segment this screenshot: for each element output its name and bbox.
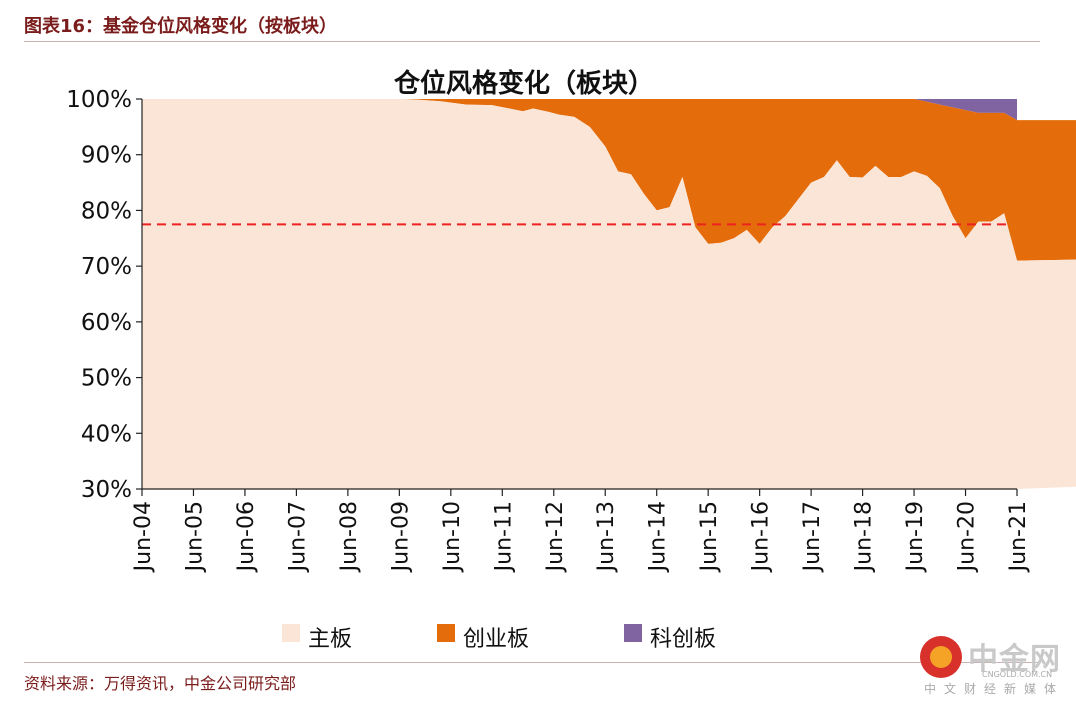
legend-label: 科创板: [650, 627, 716, 652]
legend-label: 主板: [308, 627, 352, 652]
x-tick-label: Jun-07: [285, 501, 310, 573]
y-tick-label: 80%: [81, 198, 132, 224]
y-tick-label: 70%: [81, 254, 132, 280]
y-tick-label: 90%: [81, 143, 132, 169]
series-area-chuangyeban: [142, 99, 1076, 261]
series-area-kechuangban: [142, 99, 1017, 121]
chart-title: 仓位风格变化（板块）: [393, 68, 654, 99]
top-rule: [24, 41, 1040, 42]
x-tick-label: Jun-16: [749, 501, 774, 573]
watermark-name: 中金网: [968, 642, 1061, 677]
x-tick-label: Jun-19: [903, 501, 928, 573]
watermark-subtitle: 中文财经新媒体: [924, 682, 1065, 696]
x-tick-label: Jun-12: [543, 501, 568, 573]
x-tick-label: Jun-10: [440, 501, 465, 573]
series-area-zhuban: [142, 99, 1076, 489]
source-note: 资料来源：万得资讯，中金公司研究部: [24, 674, 297, 693]
legend-swatch: [437, 624, 455, 642]
y-tick-label: 60%: [81, 310, 132, 336]
x-tick-label: Jun-06: [234, 501, 259, 573]
x-tick-label: Jun-14: [646, 501, 671, 573]
x-tick-label: Jun-21: [1006, 501, 1031, 573]
watermark: 中金网 CNGOLD.COM.CN 中文财经新媒体: [920, 630, 1070, 700]
x-tick-label: Jun-17: [800, 501, 825, 573]
x-tick-label: Jun-11: [491, 501, 516, 573]
y-tick-label: 50%: [81, 366, 132, 392]
y-tick-label: 30%: [81, 477, 132, 503]
legend-swatch: [624, 624, 642, 642]
x-tick-label: Jun-05: [182, 501, 207, 573]
x-tick-label: Jun-09: [388, 501, 413, 573]
legend-label: 创业板: [463, 627, 529, 652]
y-tick-label: 100%: [66, 87, 132, 113]
legend-swatch: [282, 624, 300, 642]
x-tick-label: Jun-04: [131, 501, 156, 573]
x-tick-label: Jun-15: [697, 501, 722, 573]
x-tick-label: Jun-13: [594, 501, 619, 573]
watermark-logo-icon: [920, 636, 962, 678]
bottom-rule: [24, 662, 1040, 663]
area-chart: 仓位风格变化（板块） 30% 40% 50% 60% 70% 80% 90% 100% Jun-…: [66, 68, 1076, 652]
x-tick-label: Jun-08: [337, 501, 362, 573]
watermark-domain: CNGOLD.COM.CN: [982, 670, 1053, 679]
x-tick-label: Jun-18: [852, 501, 877, 573]
figure-title: 图表16：基金仓位风格变化（按板块）: [24, 16, 338, 37]
y-tick-label: 40%: [81, 421, 132, 447]
x-tick-label: Jun-20: [955, 501, 980, 573]
